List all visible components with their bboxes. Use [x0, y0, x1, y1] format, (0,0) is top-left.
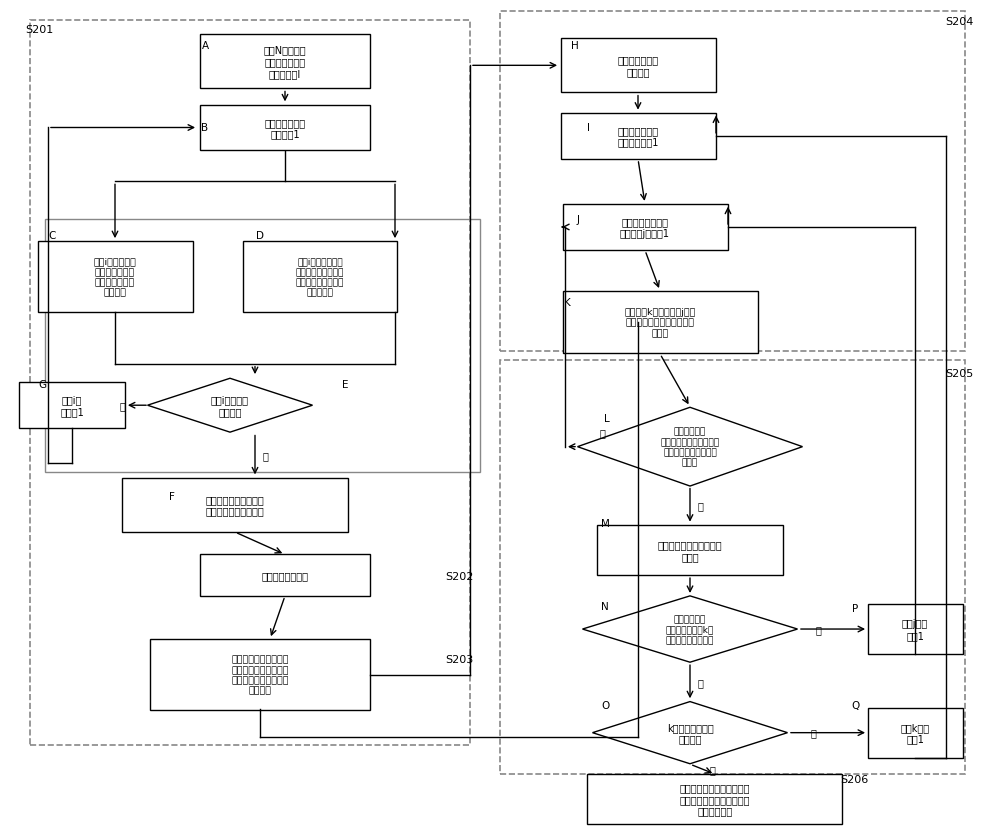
- Text: C: C: [48, 231, 56, 241]
- FancyBboxPatch shape: [19, 383, 124, 429]
- Text: 获取至少两种药品: 获取至少两种药品: [262, 570, 308, 580]
- Text: 是: 是: [710, 764, 715, 774]
- Text: 否: 否: [810, 728, 816, 738]
- Text: Q: Q: [851, 700, 859, 710]
- Text: M: M: [601, 518, 609, 528]
- Text: 加载药物相互作
用数据库: 加载药物相互作 用数据库: [617, 55, 659, 77]
- FancyBboxPatch shape: [242, 242, 397, 312]
- Text: G: G: [38, 380, 46, 390]
- Text: S205: S205: [945, 368, 973, 378]
- FancyBboxPatch shape: [560, 113, 716, 159]
- Text: K: K: [564, 297, 570, 307]
- Text: 判断i是否大于
药品个数: 判断i是否大于 药品个数: [211, 395, 249, 416]
- Text: L: L: [604, 413, 610, 423]
- Text: 设置遍历用的药物
成分索引j的值为1: 设置遍历用的药物 成分索引j的值为1: [620, 217, 670, 238]
- Text: 将混合用药冲突记录转化成
字符串的形式作为混合用药
检测结果输出: 将混合用药冲突记录转化成 字符串的形式作为混合用药 检测结果输出: [680, 782, 750, 816]
- Text: 否: 否: [599, 427, 605, 437]
- Text: S203: S203: [445, 654, 473, 664]
- Text: 对第i个药品说明书
的药物相互作用进行
提取，生成药物相互
作用数据库: 对第i个药品说明书 的药物相互作用进行 提取，生成药物相互 作用数据库: [296, 258, 344, 297]
- Text: S204: S204: [945, 17, 973, 26]
- FancyBboxPatch shape: [200, 555, 370, 596]
- Text: 索引k的值
递增1: 索引k的值 递增1: [900, 722, 930, 744]
- Polygon shape: [592, 702, 788, 763]
- Text: 判断药物成分
索引是否大于第k药
品的总药品成分个数: 判断药物成分 索引是否大于第k药 品的总药品成分个数: [666, 614, 714, 644]
- Text: H: H: [571, 41, 579, 51]
- Text: S202: S202: [445, 571, 473, 581]
- FancyBboxPatch shape: [200, 106, 370, 152]
- Text: J: J: [576, 214, 580, 224]
- FancyBboxPatch shape: [868, 708, 962, 758]
- Text: 否: 否: [815, 624, 821, 634]
- Text: P: P: [852, 604, 858, 614]
- Text: B: B: [201, 123, 209, 133]
- Text: 查询与第k个药品的第j个药
物成分相对应的药物相互作
用记录: 查询与第k个药品的第j个药 物成分相对应的药物相互作 用记录: [624, 308, 696, 338]
- Text: k是否大于输入药
品的个数: k是否大于输入药 品的个数: [667, 722, 713, 744]
- FancyBboxPatch shape: [597, 526, 782, 575]
- Text: 是: 是: [262, 450, 268, 460]
- FancyBboxPatch shape: [587, 774, 842, 824]
- Text: 获取N个药品说
明书，构成药品
说明书集合I: 获取N个药品说 明书，构成药品 说明书集合I: [264, 46, 306, 79]
- Text: 是: 是: [697, 676, 703, 687]
- Text: 判断药物相互
作用数据库中是否存在该
药物对应的药物相互作
用记录: 判断药物相互 作用数据库中是否存在该 药物对应的药物相互作 用记录: [660, 427, 720, 467]
- FancyBboxPatch shape: [562, 205, 728, 250]
- Text: 否: 否: [119, 401, 125, 411]
- FancyBboxPatch shape: [38, 242, 192, 312]
- FancyBboxPatch shape: [560, 39, 716, 93]
- Polygon shape: [577, 407, 802, 486]
- FancyBboxPatch shape: [562, 292, 758, 354]
- Text: S206: S206: [840, 774, 868, 784]
- Text: 根据至少两种药品的药
品名称，从药品数据库
中查询至少两种药品的
药物成分: 根据至少两种药品的药 品名称，从药品数据库 中查询至少两种药品的 药物成分: [231, 655, 289, 695]
- Text: N: N: [601, 601, 609, 611]
- Text: 生成并保存成混合用药冲
突记录: 生成并保存成混合用药冲 突记录: [658, 540, 722, 561]
- Text: D: D: [256, 231, 264, 241]
- Text: E: E: [342, 380, 348, 390]
- Text: S201: S201: [25, 25, 53, 35]
- Text: 是: 是: [697, 500, 703, 511]
- FancyBboxPatch shape: [200, 35, 370, 89]
- FancyBboxPatch shape: [868, 604, 962, 654]
- FancyBboxPatch shape: [122, 478, 348, 532]
- Text: 完成药品数据库和药物
相互作用数据库的构建: 完成药品数据库和药物 相互作用数据库的构建: [206, 494, 264, 516]
- Text: O: O: [601, 700, 609, 710]
- FancyBboxPatch shape: [150, 639, 370, 710]
- Polygon shape: [148, 379, 312, 432]
- Text: 设置遍历用的药
品索引的值为1: 设置遍历用的药 品索引的值为1: [617, 126, 659, 147]
- Text: I: I: [586, 123, 590, 133]
- Text: F: F: [169, 492, 175, 502]
- Text: 对第i个药品说明
书的药物成分进
行提取，生成药
品数据库: 对第i个药品说明 书的药物成分进 行提取，生成药 品数据库: [94, 258, 136, 297]
- Text: 索引j的值
递增1: 索引j的值 递增1: [902, 619, 928, 640]
- Polygon shape: [582, 596, 798, 662]
- Text: A: A: [201, 41, 209, 51]
- Text: 设置遍历用的索
引的值为1: 设置遍历用的索 引的值为1: [264, 118, 306, 139]
- Text: 索引i的
值递增1: 索引i的 值递增1: [60, 395, 84, 416]
